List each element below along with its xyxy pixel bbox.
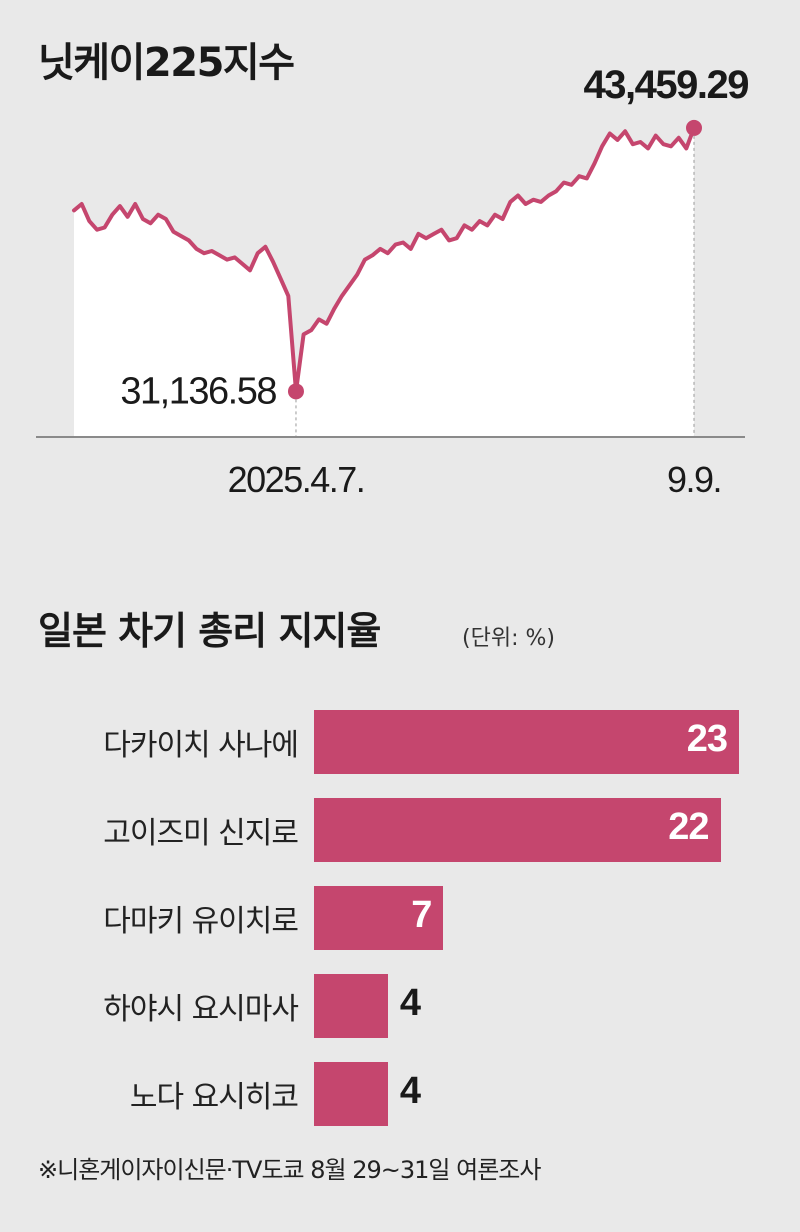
bar-value-label: 4 bbox=[399, 982, 421, 1024]
bar-value-label: 22 bbox=[668, 806, 709, 848]
bar bbox=[314, 710, 739, 774]
bar-category-label: 하야시 요시마사 bbox=[103, 992, 299, 1027]
bar bbox=[314, 1062, 388, 1126]
bar-value-label: 4 bbox=[399, 1070, 421, 1112]
bar-row: 다마키 유이치로 7 bbox=[0, 886, 800, 950]
x-tick-label-end: 9.9. bbox=[667, 459, 721, 500]
bar-value-label: 7 bbox=[411, 894, 432, 936]
bar-value-label: 23 bbox=[686, 718, 728, 760]
bar-row: 다카이치 사나에 23 bbox=[0, 710, 800, 774]
x-tick-label-start: 2025.4.7. bbox=[228, 459, 365, 500]
bar-category-label: 고이즈미 신지로 bbox=[103, 816, 299, 851]
bar bbox=[314, 886, 444, 950]
bar-category-label: 노다 요시히코 bbox=[129, 1080, 299, 1115]
bar-row: 고이즈미 신지로 22 bbox=[0, 798, 800, 862]
line-area-fill bbox=[74, 127, 694, 438]
bar-category-label: 다카이치 사나에 bbox=[103, 728, 299, 763]
high-value-label: 43,459.29 bbox=[584, 63, 749, 107]
bar-row: 하야시 요시마사 4 bbox=[0, 974, 800, 1038]
nikkei-series-line bbox=[72, 125, 696, 394]
bar-chart-unit: (단위: %) bbox=[462, 626, 555, 651]
bar-row: 노다 요시히코 4 bbox=[0, 1062, 800, 1126]
line-chart-title: 닛케이225지수 bbox=[38, 40, 295, 86]
nikkei-line-chart: 31,136.58 43,459.29 2025.4.7. 9.9. bbox=[36, 63, 750, 500]
bar-chart-title: 일본 차기 총리 지지율 bbox=[38, 609, 381, 653]
bar bbox=[314, 798, 721, 862]
bar-category-label: 다마키 유이치로 bbox=[103, 904, 299, 939]
low-point-marker bbox=[287, 383, 304, 400]
source-note: ※니혼게이자이신문·TV도쿄 8월 29~31일 여론조사 bbox=[38, 1156, 541, 1184]
low-value-label: 31,136.58 bbox=[120, 370, 276, 412]
high-point-marker bbox=[686, 119, 702, 136]
bar bbox=[314, 974, 388, 1038]
